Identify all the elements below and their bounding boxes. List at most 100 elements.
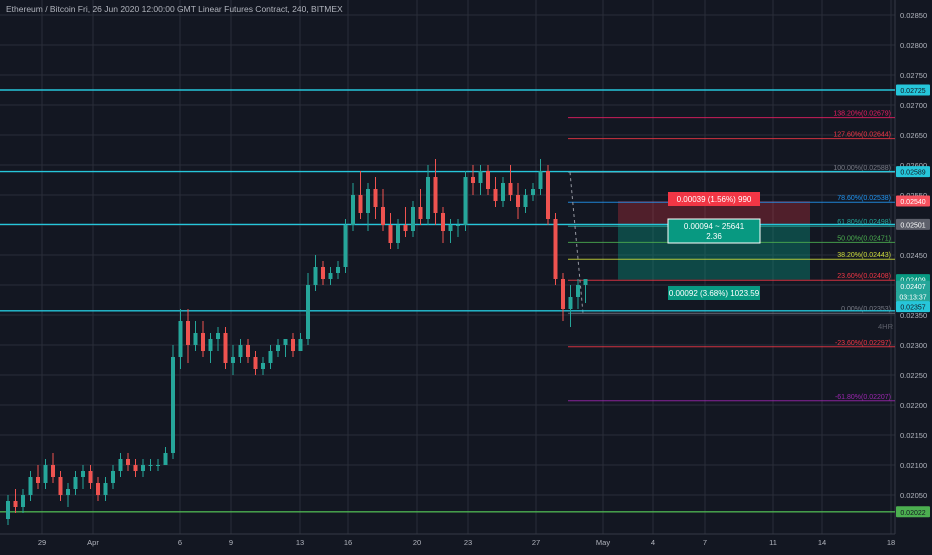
candle-body [171,357,175,453]
candle-body [66,489,70,495]
y-tick-label: 0.02650 [900,131,927,140]
candle-body [103,483,108,495]
candle-body [501,183,505,201]
candle-body [111,471,115,483]
price-tag [896,290,930,302]
candle-body [568,297,573,309]
candle-body [58,477,63,495]
candle-body [291,339,295,351]
fib-level-label: 100.00%(0.02588) [833,165,891,172]
x-tick-label: 29 [38,538,46,547]
candle-body [471,177,475,183]
x-tick-label: 16 [344,538,352,547]
chart-title: Ethereum / Bitcoin Fri, 26 Jun 2020 12:0… [6,4,343,14]
x-tick-label: 13 [296,538,304,547]
stop-loss-label-bg [668,192,760,206]
x-tick-label: 27 [532,538,540,547]
candle-body [298,339,303,351]
candle-body [433,177,438,213]
y-tick-label: 0.02350 [900,311,927,320]
candle-body [516,195,520,207]
candle-body [396,225,400,243]
candle-body [81,471,85,477]
x-tick-label: 14 [818,538,826,547]
fib-level-label: 50.00%(0.02471) [837,235,891,242]
candle-body [88,471,93,483]
candle-body [343,225,348,267]
x-tick-label: 11 [769,538,777,547]
x-tick-label: 7 [703,538,707,547]
candle-body [253,357,258,369]
candle-body [118,459,123,471]
price-tag-label: 0.02501 [900,222,925,229]
candle-body [546,171,550,219]
candle-body [148,465,153,466]
y-tick-label: 0.02750 [900,71,927,80]
x-tick-label: 6 [178,538,182,547]
candle-body [186,321,190,345]
candle-body [36,477,40,483]
candle-body [411,207,415,231]
candle-body [246,345,250,357]
price-tag-label: 0.02589 [900,170,925,177]
candle-body [21,495,25,507]
candle-body [576,285,580,297]
price-tag [896,506,930,518]
candle-body [583,279,588,285]
fib-level-label: 0.00%(0.02353) [841,306,891,313]
price-tag [896,301,930,313]
x-tick-label: Apr [87,538,99,547]
candle-body [276,345,280,351]
candle-body [141,465,145,471]
stop-loss-zone[interactable] [618,201,810,225]
price-tag-label: 03:13:37 [899,294,926,301]
candle-body [178,321,183,357]
candle-body [216,333,220,339]
candle-body [561,279,565,309]
price-tag [896,280,930,292]
risk-reward-label: 0.00094 ~ 25641 [684,222,745,231]
candle-body [508,183,513,195]
timeframe-label: 4HR [878,322,894,331]
candle-body [463,177,468,225]
candle-body [126,459,130,465]
candle-body [6,501,10,519]
x-tick-label: 20 [413,538,421,547]
candle-body [133,465,138,471]
candle-body [201,333,205,351]
candle-body [523,195,528,207]
fib-level-label: 38.20%(0.02443) [837,252,891,259]
candle-body [156,465,160,466]
x-tick-label: 18 [887,538,895,547]
price-tag-label: 0.02357 [900,305,925,312]
candle-body [418,207,423,219]
candle-body [441,213,445,231]
risk-reward-label: 2.36 [706,232,722,241]
candle-body [328,273,333,279]
candle-body [538,171,543,189]
candle-body [388,225,393,243]
candle-body [231,357,235,363]
candle-body [96,483,100,495]
candle-body [531,189,535,195]
candle-body [223,333,228,363]
price-tag-label: 0.02022 [900,510,925,517]
candle-body [283,339,288,345]
candle-body [208,339,213,351]
y-tick-label: 0.02450 [900,251,927,260]
fib-level-label: 138.20%(0.02679) [833,111,891,118]
candle-body [261,363,265,369]
candle-body [336,267,340,273]
fib-level-label: 127.60%(0.02644) [833,132,891,139]
candle-body [493,189,498,201]
risk-reward-label-bg [667,218,761,244]
candle-body [553,219,558,279]
candle-body [73,477,78,489]
candle-body [193,333,198,345]
fib-level-label: -61.80%(0.02207) [835,394,891,401]
candle-body [268,351,273,363]
candle-body [351,195,355,225]
candle-body [13,501,18,507]
